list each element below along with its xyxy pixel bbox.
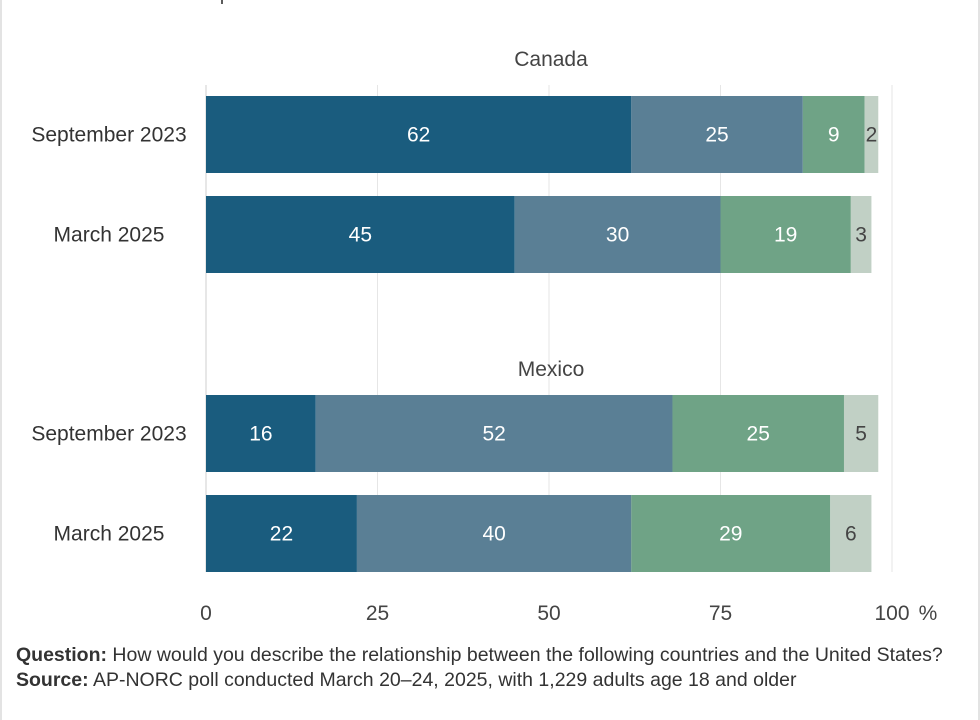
row-label: September 2023: [31, 124, 186, 147]
data-label: 45: [349, 224, 372, 247]
data-label: 2: [866, 124, 878, 147]
bar-segment: [514, 196, 721, 273]
source-key: Source:: [16, 669, 89, 691]
bar-segment: [802, 96, 865, 173]
bar-segment: [864, 96, 879, 173]
x-unit-label: %: [919, 602, 938, 625]
x-tick-label: 50: [537, 602, 560, 625]
bar-segment: [206, 495, 357, 572]
data-label: 6: [845, 523, 857, 546]
bar-segment: [206, 196, 515, 273]
question-key: Question:: [16, 644, 107, 666]
frame-left-border: [0, 0, 2, 720]
bar-segment: [206, 395, 316, 472]
question-note: Question: How would you describe the rel…: [16, 643, 966, 668]
bar-segment: [850, 196, 872, 273]
data-label: 30: [606, 224, 629, 247]
bar-segment: [631, 96, 803, 173]
cropped-text-fragment: [221, 0, 223, 4]
bar-segment: [672, 395, 844, 472]
x-tick-label: 75: [709, 602, 732, 625]
x-tick-label: 0: [200, 602, 212, 625]
bar-segment: [830, 495, 872, 572]
data-label: 22: [270, 523, 293, 546]
bar-segment: [843, 395, 879, 472]
row-label: March 2025: [54, 523, 165, 546]
x-tick-label: 100: [874, 602, 909, 625]
chart-footer: Question: How would you describe the rel…: [16, 643, 966, 693]
data-label: 25: [747, 423, 770, 446]
bar-segment: [315, 395, 673, 472]
bar-segment: [720, 196, 851, 273]
data-label: 9: [828, 124, 840, 147]
source-text: AP-NORC poll conducted March 20–24, 2025…: [92, 669, 797, 691]
panel-title: Canada: [514, 48, 588, 71]
row-label: March 2025: [54, 224, 165, 247]
bar-segment: [206, 96, 632, 173]
data-label: 25: [705, 124, 728, 147]
bar-segment: [631, 495, 831, 572]
data-label: 19: [774, 224, 797, 247]
question-text: How would you describe the relationship …: [112, 644, 943, 666]
data-label: 3: [855, 224, 867, 247]
data-label: 40: [482, 523, 505, 546]
bar-segment: [356, 495, 632, 572]
row-label: September 2023: [31, 423, 186, 446]
x-tick-label: 25: [366, 602, 389, 625]
frame-right-border: [978, 0, 980, 720]
panel-title: Mexico: [518, 358, 585, 381]
data-label: 62: [407, 124, 430, 147]
data-label: 5: [855, 423, 867, 446]
data-label: 52: [482, 423, 505, 446]
data-label: 29: [719, 523, 742, 546]
data-label: 16: [249, 423, 272, 446]
source-note: Source: AP-NORC poll conducted March 20–…: [16, 668, 966, 693]
